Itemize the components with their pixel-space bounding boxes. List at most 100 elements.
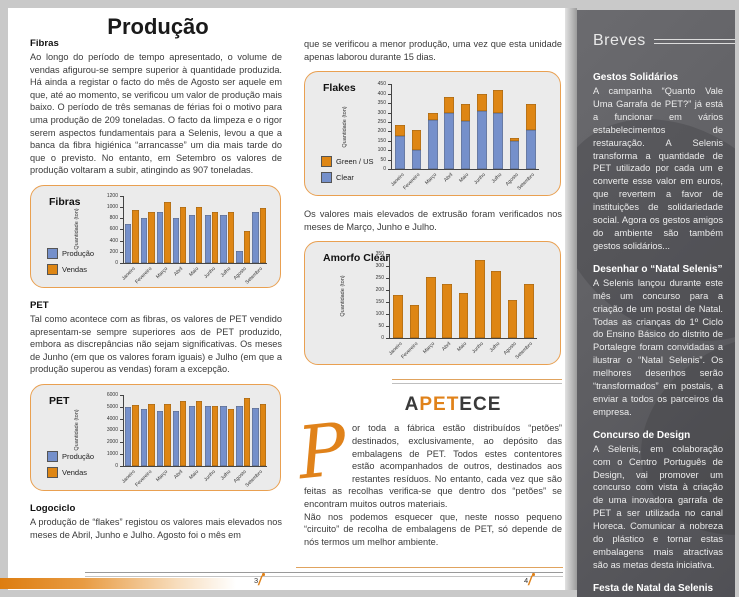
apetece-paragraph-2: Não nos podemos esquecer que, neste noss… (304, 511, 562, 547)
section-divider (392, 379, 562, 385)
bar-segment (526, 104, 536, 130)
y-tick-label: 250 (377, 118, 386, 125)
bar (204, 406, 211, 466)
bar (164, 404, 171, 466)
bar (188, 405, 195, 466)
breves-title-rule (653, 38, 735, 44)
bar (172, 410, 180, 466)
bar (156, 212, 164, 263)
continuation-paragraph: que se verificou a menor produção, uma v… (304, 39, 562, 62)
y-tick-label: 250 (375, 275, 384, 282)
y-tick-label: 450 (377, 81, 386, 88)
bar (148, 404, 155, 466)
breves-header: Breves (593, 32, 735, 50)
fibras-paragraph: Ao longo do período de tempo apresentado… (30, 52, 282, 176)
y-tick-label: 0 (381, 335, 384, 342)
bar-segment (460, 104, 471, 122)
page-number-slash-icon: / (258, 573, 265, 588)
bar (196, 400, 203, 466)
y-tick-label: 2000 (106, 439, 118, 446)
bar (259, 404, 266, 466)
y-tick-label: 50 (378, 323, 384, 330)
chart-plot-area: Janeiro Fevereiro Março Abril Maio Junho Julho… (387, 254, 537, 361)
y-tick-label: 100 (377, 147, 386, 154)
legend-label: Green / US (336, 157, 374, 167)
y-axis-label: Quantidade (ton) (340, 275, 346, 318)
bar-segment (526, 129, 536, 170)
sidebar-item-desenhar-natal: Desenhar o “Natal Selenis” A Selenis lan… (593, 264, 723, 419)
bar (211, 406, 219, 466)
chart-plot-area: Janeiro Fevereiro Março Abril Maio Junho Julho… (121, 195, 267, 286)
y-tick-label: 0 (115, 259, 118, 266)
chart-title: Amorfo Clear (323, 252, 390, 265)
bar (252, 212, 259, 263)
apetece-part2: PET (419, 394, 460, 416)
bar (204, 215, 211, 263)
sidebar-item-text: A Selenis lançou durante este mês um con… (593, 277, 723, 417)
apetece-paragraph-1: or toda a fábrica estão distribuídos “pe… (304, 423, 562, 509)
bar-segment (477, 110, 487, 170)
y-tick-label: 6000 (106, 391, 118, 398)
legend-swatch-icon (321, 156, 332, 168)
chart-plot-area: Janeiro Fevereiro Março Abril Maio Junho Julho… (121, 394, 267, 488)
legend-label: Vendas (62, 264, 88, 274)
y-tick-label: 400 (109, 237, 118, 244)
bar-segment (428, 120, 438, 170)
bar (140, 218, 148, 263)
sidebar-item-gestos-solidarios: Gestos Solidários A campanha “Quanto Val… (593, 72, 723, 253)
page-number-left: 3/ (254, 573, 265, 588)
bar (220, 406, 227, 466)
y-tick-label: 1000 (106, 204, 118, 211)
y-tick-label: 100 (375, 311, 384, 318)
y-tick-label: 200 (109, 248, 118, 255)
dropcap-p: P (293, 407, 351, 496)
legend-swatch-icon (321, 172, 332, 184)
y-tick-label: 350 (377, 100, 386, 107)
bar-segment (509, 138, 520, 141)
sidebar-item-festa-natal: Festa de Natal da Selenis A Festa de Nat… (593, 583, 723, 597)
sidebar-item-heading: Desenhar o “Natal Selenis” (593, 263, 723, 275)
bar (140, 409, 148, 466)
page-title: Produção (107, 14, 209, 39)
bar-segment (393, 295, 403, 339)
bar-segment (491, 271, 501, 339)
bar-segment (458, 292, 469, 339)
bar-segment (444, 112, 454, 170)
logociclo-paragraph: A produção de “flakes” registou os valor… (30, 516, 282, 540)
bar-segment (507, 299, 518, 339)
bar-segment (477, 93, 487, 111)
legend-label: Vendas (62, 467, 88, 477)
bar-segment (428, 112, 438, 121)
bar (236, 405, 243, 466)
apetece-part3: ECE (459, 394, 502, 416)
y-tick-label: 0 (383, 166, 386, 173)
chart-amorfo-clear: Amorfo Clear Quantidade (ton) 0 50 100 150 200… (304, 241, 561, 366)
sidebar-item-text: A campanha “Quanto Vale Uma Garrafa de P… (593, 86, 723, 251)
bar (125, 223, 132, 263)
bar-segment (411, 129, 422, 151)
bar-segment (460, 121, 471, 170)
bar (132, 209, 139, 263)
chart-title: Flakes (323, 82, 356, 95)
sidebar-item-heading: Festa de Natal da Selenis (593, 582, 714, 594)
chart-title: Fibras (49, 195, 81, 208)
bar (259, 207, 266, 263)
bar (252, 407, 259, 466)
bar-segment (395, 124, 405, 137)
legend-swatch-icon (47, 450, 58, 462)
newsletter-page: Produção Fibras Ao longo do período de t… (8, 8, 565, 590)
legend-label: Produção (62, 451, 95, 461)
bar-segment (395, 136, 405, 170)
chart-fibras: Fibras Produção Vendas Quantidade (ton) 0 200… (30, 184, 281, 288)
y-tick-label: 200 (375, 287, 384, 294)
sidebar-item-heading: Gestos Solidários (593, 72, 679, 83)
apetece-section: APETECE P or toda a fábrica estão distri… (293, 394, 562, 548)
bar-segment (442, 284, 452, 339)
footer-rule (85, 572, 563, 577)
pet-paragraph: Tal como acontece com as fibras, os valo… (30, 313, 282, 375)
middle-column: que se verificou a menor produção, uma v… (293, 38, 562, 548)
y-tick-label: 50 (380, 156, 386, 163)
bar (164, 201, 171, 263)
footer-orange-bar (0, 578, 236, 589)
